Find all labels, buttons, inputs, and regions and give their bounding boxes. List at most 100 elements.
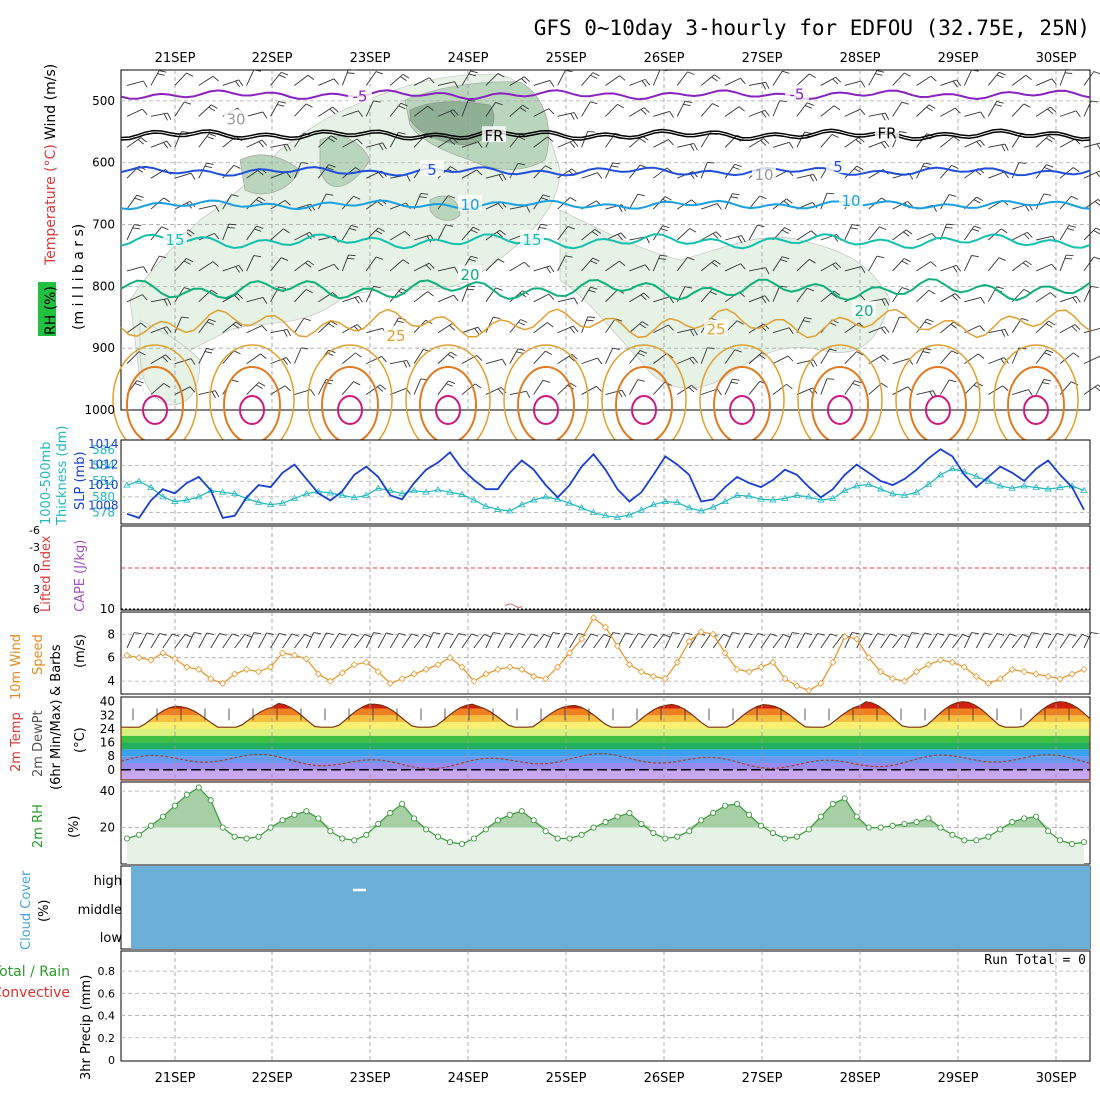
wind-barb-staff	[365, 256, 377, 272]
wind-barb-flag	[163, 383, 171, 388]
wind-barb-staff	[748, 381, 761, 395]
bottom-date-label: 28SEP	[840, 1071, 881, 1086]
wind-barb-staff	[772, 634, 784, 649]
wind-barb-flag	[660, 228, 668, 232]
wind-barb-flag	[975, 170, 982, 176]
wind-barb-flag	[691, 384, 698, 391]
wind-barb-staff	[437, 380, 449, 395]
precip-frame	[120, 950, 1091, 1062]
wind-barb-staff	[557, 297, 575, 303]
wind-barb-flag	[134, 224, 142, 227]
wind-barb-flag	[619, 75, 626, 81]
contour-label: 25	[706, 321, 725, 339]
wind-barb-staff	[1059, 254, 1067, 272]
wind-barb-flag	[206, 348, 214, 351]
thickness-point	[147, 483, 155, 490]
y-tick-label: low	[100, 931, 123, 946]
surface-contour-inner	[925, 395, 951, 425]
wind-barb-flag	[707, 347, 715, 349]
thickness-point	[171, 497, 179, 505]
wind-speed-point	[1056, 675, 1064, 683]
wind-barb-flag	[1056, 632, 1065, 636]
wind-barb-flag	[348, 69, 356, 71]
wind-barb-flag	[1022, 634, 1030, 638]
wind-speed-point	[554, 663, 562, 671]
y-tick-label: 16	[100, 736, 115, 750]
wind-speed-point	[314, 670, 322, 678]
contour-label-bg	[458, 265, 482, 282]
wind-barb-flag	[662, 225, 670, 229]
wind-barb-staff	[796, 258, 810, 272]
wind-barb-staff	[174, 634, 186, 649]
precip-label-b: Convective	[0, 985, 70, 1001]
wind-speed-point	[877, 668, 885, 676]
thickness-point	[254, 498, 263, 505]
wind-barb-flag	[1091, 100, 1099, 103]
rh2m-point	[1033, 813, 1040, 820]
wind-barb-flag	[1075, 296, 1081, 303]
wind-barb-flag	[928, 104, 936, 109]
wind-barb-flag	[683, 103, 691, 107]
wind-barb-flag	[732, 193, 740, 196]
wind-barb-flag	[956, 79, 962, 87]
wind-barb-staff	[748, 267, 766, 272]
wind-barb-flag	[382, 142, 387, 150]
wind-barb-staff	[437, 351, 451, 364]
thickness-point	[434, 486, 442, 493]
rh2m-point	[710, 809, 717, 817]
wind-barb-flag	[400, 102, 408, 107]
thickness-point	[207, 486, 215, 494]
surface-contour-inner	[729, 395, 755, 425]
wind-barb-staff	[365, 100, 374, 117]
wind-speed-point	[578, 635, 586, 643]
wind-barb-flag	[545, 350, 553, 355]
wind-barb-flag	[1068, 224, 1076, 228]
wind-barb-flag	[711, 76, 718, 82]
wind-barb-staff	[940, 136, 954, 148]
wind-barb-flag	[255, 199, 263, 204]
wind-barb-staff	[700, 132, 711, 148]
wind-barb-flag	[305, 288, 313, 294]
wind-barb-flag	[881, 383, 888, 388]
wind-barb-flag	[712, 233, 719, 239]
wind-barb-flag	[1022, 262, 1030, 268]
wind-barb-flag	[741, 235, 746, 243]
thickness-point	[721, 497, 729, 505]
wind10m-label-c: & Barbs	[49, 644, 64, 696]
wind-barb-flag	[404, 230, 411, 237]
wind-barb-flag	[354, 297, 360, 304]
wind-barb-flag	[140, 322, 147, 328]
wind-barb-staff	[150, 326, 167, 334]
wind-speed-point	[805, 686, 813, 695]
wind-barb-flag	[471, 633, 479, 637]
wind-barb-flag	[573, 297, 579, 305]
wind-barb-staff	[748, 138, 764, 148]
wind-barb-staff	[868, 140, 885, 148]
wind-barb-staff	[437, 137, 453, 148]
wind-barb-flag	[856, 351, 864, 356]
wind-barb-flag	[590, 286, 598, 290]
contour-label: -5	[353, 88, 368, 106]
rh2m-point	[219, 824, 226, 831]
thickness-point	[589, 508, 598, 515]
contour-label: 10	[754, 166, 773, 184]
wind-barb-flag	[547, 136, 554, 142]
wind-barb-staff	[1083, 327, 1100, 334]
wind-barb-flag	[714, 74, 721, 80]
wind-barb-flag	[856, 165, 864, 171]
wind-speed-point	[231, 670, 239, 678]
wind-barb-flag	[235, 80, 241, 88]
wind-barb-flag	[448, 380, 456, 385]
temperature-contour	[120, 233, 1091, 250]
wind-barb-flag	[880, 327, 887, 334]
thickness-point	[697, 507, 705, 514]
contour-label-bg	[852, 301, 876, 318]
wind-barb-flag	[373, 100, 381, 103]
wind-barb-staff	[126, 632, 135, 649]
wind-barb-staff	[437, 323, 453, 334]
rh-medium-region	[319, 135, 371, 187]
wind-barb-flag	[569, 382, 577, 388]
wind-barb-flag	[500, 387, 507, 394]
wind-barb-flag	[1045, 137, 1053, 143]
